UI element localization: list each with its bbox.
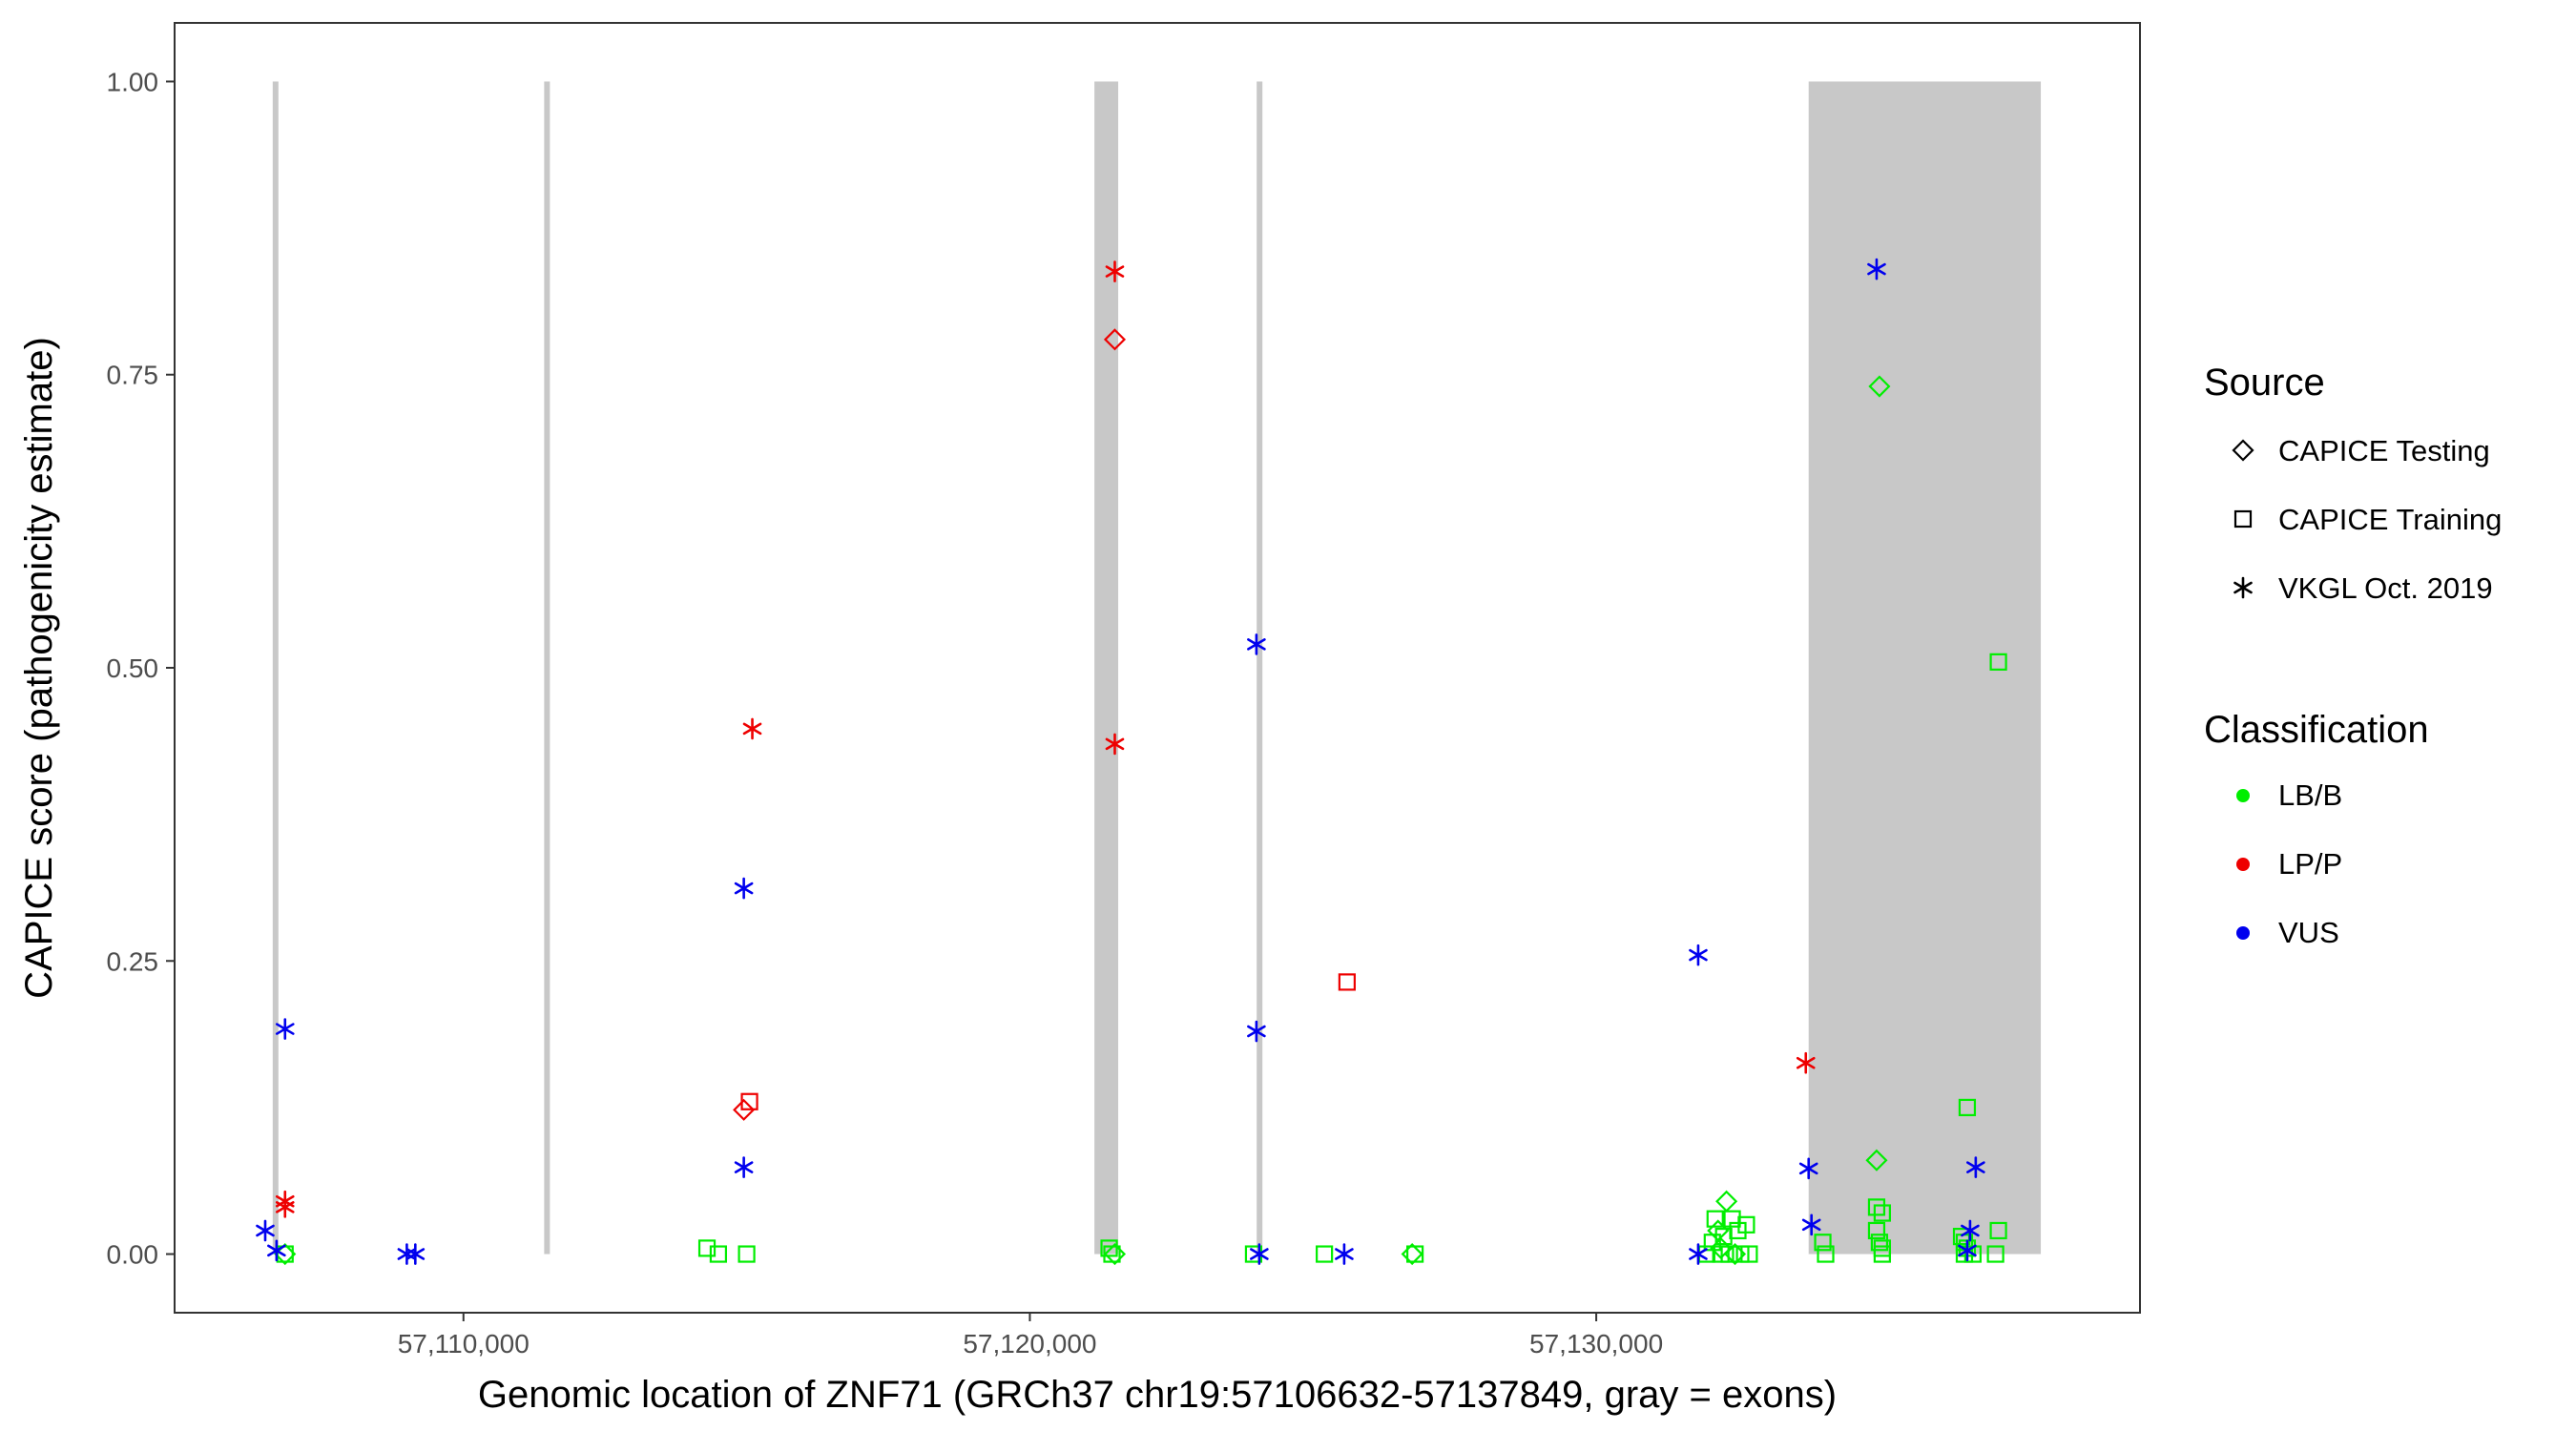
data-point [1338, 973, 1356, 991]
y-axis: 0.00 0.25 0.50 0.75 1.00 [107, 67, 175, 1270]
legend-source-keys [2232, 439, 2254, 599]
data-point [1105, 733, 1125, 756]
exon-band-2 [544, 81, 551, 1255]
exon-band-4 [1257, 81, 1263, 1255]
data-point [1961, 1219, 1980, 1242]
legend: Source CAPICE Testing CAPICE Training VK… [2204, 362, 2502, 949]
data-point [1689, 1243, 1708, 1265]
data-point [1867, 1221, 1886, 1240]
legend-label-capice-testing: CAPICE Testing [2278, 434, 2490, 467]
data-point [1798, 1157, 1818, 1180]
data-point [1316, 1245, 1334, 1263]
data-point [1801, 1213, 1821, 1236]
series-lb-b [274, 375, 2007, 1266]
data-point [1401, 1242, 1423, 1266]
data-point [1250, 1243, 1269, 1265]
data-point [1868, 375, 1891, 398]
x-tick-label: 57,110,000 [398, 1329, 530, 1358]
legend-classification-title: Classification [2204, 709, 2429, 751]
data-point [256, 1219, 275, 1242]
data-point [1706, 1210, 1724, 1228]
data-point [734, 877, 754, 900]
y-tick-label: 0.75 [107, 361, 159, 390]
data-point [1335, 1243, 1354, 1265]
data-point [733, 1098, 756, 1121]
x-tick-label: 57,120,000 [963, 1329, 1096, 1358]
x-axis-title: Genomic location of ZNF71 (GRCh37 chr19:… [478, 1374, 1837, 1416]
data-point [1989, 653, 2007, 671]
y-tick-label: 0.00 [107, 1240, 159, 1270]
data-point [1867, 1198, 1886, 1216]
data-point [275, 1018, 295, 1040]
legend-label-vus: VUS [2278, 916, 2339, 949]
data-point [1873, 1245, 1891, 1263]
legend-key-square [2233, 509, 2253, 529]
data-point [734, 1156, 754, 1178]
data-point [1103, 1242, 1127, 1266]
data-point [1796, 1051, 1816, 1074]
data-point [1710, 1236, 1733, 1259]
exon-band-1 [272, 81, 279, 1255]
data-point [1723, 1210, 1741, 1228]
data-point [1406, 1245, 1424, 1263]
data-point [1740, 1245, 1758, 1263]
y-tick-label: 1.00 [107, 67, 159, 96]
series-lp-p [275, 260, 1816, 1218]
legend-key-dot [2236, 858, 2250, 871]
data-point [1986, 1245, 2005, 1263]
data-point [1247, 633, 1266, 655]
data-point [737, 1245, 756, 1263]
data-point [1958, 1239, 1977, 1262]
data-point [1103, 328, 1127, 351]
data-point [1966, 1156, 1985, 1178]
data-point [1689, 944, 1708, 966]
legend-key-dot [2236, 926, 2250, 940]
data-point [1737, 1215, 1755, 1234]
y-axis-title: CAPICE score (pathogenicity estimate) [18, 337, 60, 999]
data-point [1105, 260, 1125, 282]
series-vus [256, 258, 1985, 1265]
data-point [1873, 1204, 1891, 1222]
legend-label-lbb: LB/B [2278, 778, 2342, 812]
data-point [742, 717, 762, 740]
legend-source-title: Source [2204, 362, 2325, 404]
data-point [1989, 1221, 2007, 1240]
data-point [275, 1196, 295, 1218]
data-point [1867, 258, 1886, 280]
exon-band-3 [1094, 81, 1119, 1255]
data-point [697, 1239, 717, 1257]
data-point [1247, 1020, 1266, 1043]
legend-label-lpp: LP/P [2278, 847, 2342, 881]
data-point [1958, 1098, 1977, 1117]
data-point [405, 1243, 426, 1265]
data-point [1714, 1228, 1733, 1246]
exon-bands [272, 81, 2042, 1255]
exon-band-5 [1808, 81, 2042, 1255]
data-point [709, 1245, 728, 1263]
x-tick-label: 57,130,000 [1529, 1329, 1663, 1358]
data-point [1870, 1234, 1889, 1252]
y-tick-label: 0.50 [107, 653, 159, 683]
legend-key-dot [2236, 789, 2250, 802]
legend-label-capice-training: CAPICE Training [2278, 503, 2502, 536]
data-point [1865, 1149, 1888, 1172]
legend-label-vkgl: VKGL Oct. 2019 [2278, 571, 2493, 605]
data-point [1817, 1245, 1835, 1263]
x-axis: 57,110,000 57,120,000 57,130,000 [398, 1313, 1663, 1358]
legend-class-keys [2236, 789, 2250, 940]
data-point [1814, 1234, 1832, 1252]
legend-key-diamond [2232, 439, 2254, 462]
data-point [1100, 1239, 1118, 1257]
y-tick-label: 0.25 [107, 946, 159, 976]
data-point [267, 1239, 286, 1262]
legend-key-asterisk [2233, 576, 2253, 599]
data-points [256, 258, 2007, 1266]
